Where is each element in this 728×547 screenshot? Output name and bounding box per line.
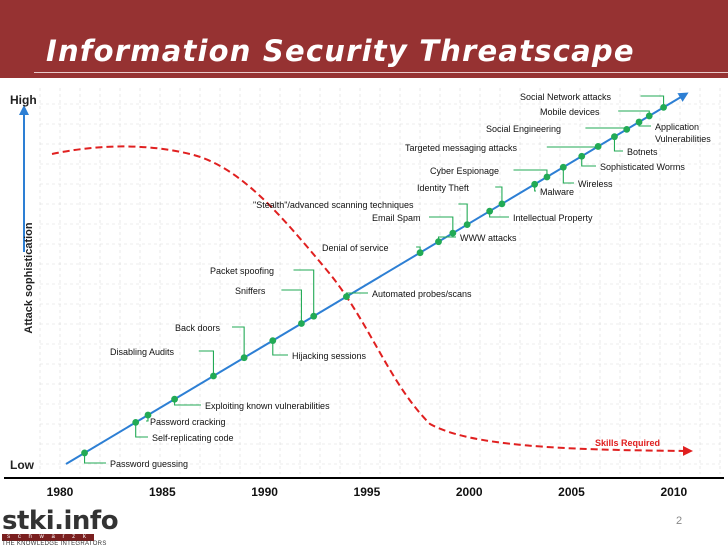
x-tick-label: 1995 [354, 485, 381, 499]
threat-label: Identity Theft [417, 183, 469, 193]
leader-line [135, 422, 148, 438]
threat-marker [132, 419, 140, 426]
threat-label: Packet spoofing [210, 266, 274, 276]
threat-marker [298, 320, 305, 327]
threat-label: Intellectual Property [513, 213, 593, 223]
threat-label: Sophisticated Worms [600, 162, 685, 172]
threat-marker [623, 125, 631, 133]
threat-label: Targeted messaging attacks [405, 143, 518, 153]
threatscape-diagram: Attack sophistication High Low 1980 1985 1… [0, 84, 728, 506]
threat-label: Application Vulnerabilities [655, 122, 711, 144]
leader-line [272, 340, 288, 356]
threat-marker [343, 293, 350, 301]
x-tick-label: 1980 [47, 485, 74, 499]
background-grid [39, 88, 721, 474]
y-low-label: Low [10, 458, 35, 472]
x-axis-band [4, 478, 724, 498]
page-title: Information Security Threatscape [46, 34, 635, 68]
threat-marker [486, 207, 494, 215]
x-axis-ticks: 1980 1985 1990 1995 2000 2005 2010 [47, 485, 688, 499]
threat-label: Email Spam [372, 213, 421, 223]
threat-label: Automated probes/scans [372, 289, 472, 299]
threat-label: Password cracking [150, 417, 226, 427]
leader-line [84, 452, 106, 464]
x-tick-label: 2005 [558, 485, 585, 499]
page-number: 2 [676, 515, 683, 527]
threat-label: Botnets [627, 147, 658, 157]
threat-label: Social Network attacks [520, 92, 612, 102]
threat-marker [594, 143, 602, 150]
threat-marker [543, 173, 551, 181]
skills-required-label: Skills Required [595, 438, 660, 448]
threat-marker [463, 221, 471, 229]
threat-label: Exploiting known vulnerabilities [205, 401, 330, 411]
threat-label: Cyber Espionage [430, 166, 499, 176]
threat-label: Social Engineering [486, 124, 561, 134]
leader-line [293, 269, 315, 317]
diagram-svg: Attack sophistication High Low 1980 1985 1… [4, 88, 724, 499]
threat-marker [578, 152, 586, 160]
leader-line [618, 110, 650, 116]
stki-logo: stki.info s c h w a r z k o p f THE KNOW… [0, 506, 130, 547]
y-axis-label: Attack sophistication [23, 222, 35, 334]
leader-line [513, 169, 548, 177]
leader-line [495, 186, 503, 204]
threat-marker [144, 411, 152, 419]
leader-line [585, 127, 628, 130]
threat-marker [449, 229, 457, 237]
threat-label: Wireless [578, 179, 613, 189]
threat-label: Hijacking sessions [292, 351, 367, 361]
threat-annotations: Password guessing Self-replicating code Pa… [81, 92, 711, 469]
threat-marker [240, 354, 248, 362]
header-rule [34, 72, 728, 73]
threat-marker [498, 200, 506, 208]
threat-label: Denial of service [322, 243, 389, 253]
threat-marker [559, 163, 567, 171]
logo-tagline: THE KNOWLEDGE INTEGRATORS [2, 541, 107, 547]
leader-line [281, 289, 302, 324]
threat-marker [210, 372, 217, 380]
threat-marker [81, 449, 88, 457]
x-tick-label: 1985 [149, 485, 176, 499]
threat-marker [645, 112, 653, 120]
leader-line [458, 203, 468, 225]
threat-label: Mobile devices [540, 107, 600, 117]
threat-label: Back doors [175, 323, 221, 333]
leader-line [546, 146, 599, 148]
threat-marker [435, 238, 442, 246]
threat-label: "Stealth"/advanced scanning techniques [253, 200, 414, 210]
leader-line [640, 95, 665, 108]
leader-line [232, 326, 245, 358]
leader-line [429, 216, 454, 234]
attack-trend-line [65, 92, 689, 465]
leader-line [198, 350, 214, 377]
threat-label: Sniffers [235, 286, 266, 296]
logo-wordmark: stki.info [2, 506, 119, 536]
y-high-label: High [10, 93, 37, 107]
threat-label: Disabling Audits [110, 347, 175, 357]
leader-line [562, 167, 574, 184]
slide-header [0, 0, 728, 78]
threat-marker [171, 395, 178, 403]
threat-label: WWW attacks [460, 233, 517, 243]
threat-marker [611, 133, 618, 141]
threat-label: Malware [540, 187, 574, 197]
threat-marker [310, 312, 318, 320]
x-tick-label: 1990 [251, 485, 278, 499]
skills-required-curve [51, 145, 693, 456]
threat-marker [635, 118, 643, 126]
x-tick-label: 2010 [660, 485, 687, 499]
threat-marker [531, 180, 539, 188]
threat-marker [660, 103, 667, 111]
logo-strip: s c h w a r z k o p f [2, 534, 94, 541]
threat-label: Password guessing [110, 459, 188, 469]
x-tick-label: 2000 [456, 485, 483, 499]
threat-label: Self-replicating code [152, 433, 234, 443]
leader-line [613, 136, 623, 152]
threat-marker [416, 249, 424, 257]
threat-marker [269, 337, 277, 344]
